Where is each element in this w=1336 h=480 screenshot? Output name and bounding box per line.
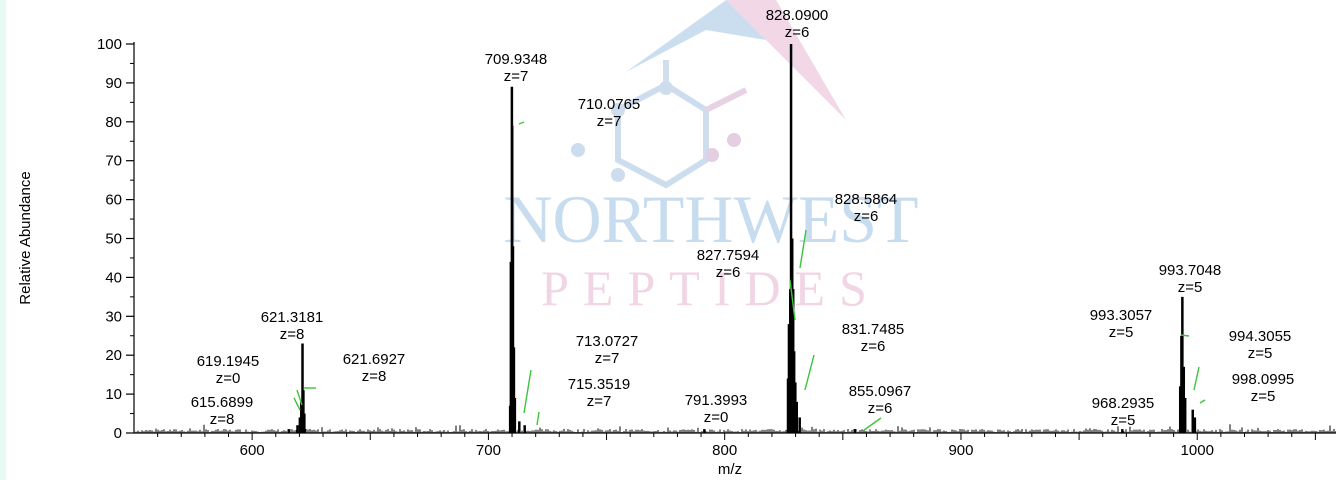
peak-label-mass: 993.7048 (1159, 262, 1222, 279)
peak-label-charge: z=6 (868, 400, 893, 417)
x-axis-title: m/z (718, 461, 742, 478)
watermark-molecule-icon (615, 60, 748, 189)
peak-label-charge: z=7 (597, 113, 622, 130)
watermark-atom (571, 143, 585, 157)
peak-label-mass: 621.3181 (261, 309, 324, 326)
peak-label-mass: 713.0727 (576, 333, 639, 350)
peak-labels: 615.6899z=8619.1945z=0621.3181z=8621.692… (191, 7, 1295, 429)
leader-line (804, 354, 815, 391)
watermark-atom (705, 148, 719, 162)
peak-label-charge: z=7 (504, 68, 529, 85)
peak-label-charge: z=6 (716, 264, 741, 281)
peak-label-charge: z=7 (587, 393, 612, 410)
watermark-mountain-pink (726, 0, 846, 120)
peak-label-mass: 619.1945 (197, 353, 260, 370)
peak-label-charge: z=6 (785, 24, 810, 41)
peak-label-mass: 968.2935 (1092, 395, 1155, 412)
watermark-atom (727, 133, 741, 147)
northwest-peptides-watermark: NORTHWEST PEPTIDES (503, 0, 919, 316)
x-tick-label: 1000 (1181, 442, 1214, 459)
y-tick-label: 30 (105, 308, 122, 325)
y-tick-label: 90 (105, 75, 122, 92)
mass-spectrum-chart: NORTHWEST PEPTIDES 615.6899z=8619.1945z=… (17, 0, 1336, 478)
peak-label-mass: 828.5864 (835, 191, 898, 208)
watermark-line1: NORTHWEST (503, 181, 918, 257)
peak-label-mass: 831.7485 (842, 321, 905, 338)
leader-line (518, 121, 525, 125)
y-tick-label: 100 (97, 36, 122, 53)
x-tick-label: 600 (240, 442, 265, 459)
leader-line (293, 397, 301, 411)
leader-line (523, 369, 532, 414)
label-leader-lines (293, 121, 1206, 431)
peak-label-mass: 709.9348 (485, 51, 548, 68)
peak-label-mass: 791.3993 (685, 392, 748, 409)
peak-label-charge: z=8 (280, 326, 305, 343)
peak-label-charge: z=5 (1178, 279, 1203, 296)
peak-label-charge: z=5 (1111, 412, 1136, 429)
peak-label-charge: z=8 (362, 368, 387, 385)
watermark-line2: PEPTIDES (541, 260, 881, 316)
y-tick-label: 10 (105, 386, 122, 403)
leader-line (799, 229, 807, 269)
peak-label-mass: 993.3057 (1090, 307, 1153, 324)
watermark-atom (611, 168, 625, 182)
leader-line (863, 417, 882, 431)
peak-label-charge: z=7 (595, 350, 620, 367)
peak-label-charge: z=0 (704, 409, 729, 426)
peak-label-mass: 615.6899 (191, 394, 254, 411)
noise-trace (133, 424, 1336, 433)
peak-label-mass: 710.0765 (578, 96, 641, 113)
axes: 0 10 20 30 40 50 60 70 80 90 100 600 700 800 900 1000 (97, 36, 1336, 459)
peak-label-charge: z=8 (210, 411, 235, 428)
y-tick-label: 60 (105, 192, 122, 209)
peak-label-mass: 827.7594 (697, 247, 760, 264)
leader-line (1180, 334, 1190, 337)
spectrum-peaks (287, 44, 1197, 433)
baseline-noise (133, 424, 1336, 433)
leader-line (296, 389, 303, 406)
peak-label-charge: z=6 (854, 208, 879, 225)
peak-label-mass: 828.0900 (766, 7, 829, 24)
x-tick-label: 800 (712, 442, 737, 459)
peak-label-charge: z=5 (1248, 345, 1273, 362)
x-tick-label: 700 (476, 442, 501, 459)
leader-line (1199, 399, 1206, 404)
y-tick-label: 70 (105, 153, 122, 170)
peak-label-charge: z=5 (1109, 324, 1134, 341)
y-tick-label: 40 (105, 269, 122, 286)
leader-line (536, 411, 540, 426)
y-axis-title: Relative Abundance (17, 171, 34, 304)
watermark-atom (659, 81, 673, 95)
peak-label-mass: 994.3055 (1229, 328, 1292, 345)
leader-line (789, 279, 796, 321)
y-tick-label: 0 (114, 425, 122, 442)
peak-label-charge: z=6 (861, 338, 886, 355)
peak-label-mass: 621.6927 (343, 351, 406, 368)
peak-label-charge: z=5 (1251, 388, 1276, 405)
watermark-atom (611, 103, 625, 117)
peak-label-mass: 998.0995 (1232, 371, 1295, 388)
peak-label-mass: 855.0967 (849, 383, 912, 400)
watermark-mountain-blue (626, 0, 766, 72)
y-tick-label: 50 (105, 231, 122, 248)
leader-line (1193, 366, 1200, 391)
peak-label-charge: z=0 (216, 370, 241, 387)
y-tick-label: 80 (105, 114, 122, 131)
peak-label-mass: 715.3519 (568, 376, 631, 393)
x-tick-label: 900 (948, 442, 973, 459)
y-tick-label: 20 (105, 347, 122, 364)
